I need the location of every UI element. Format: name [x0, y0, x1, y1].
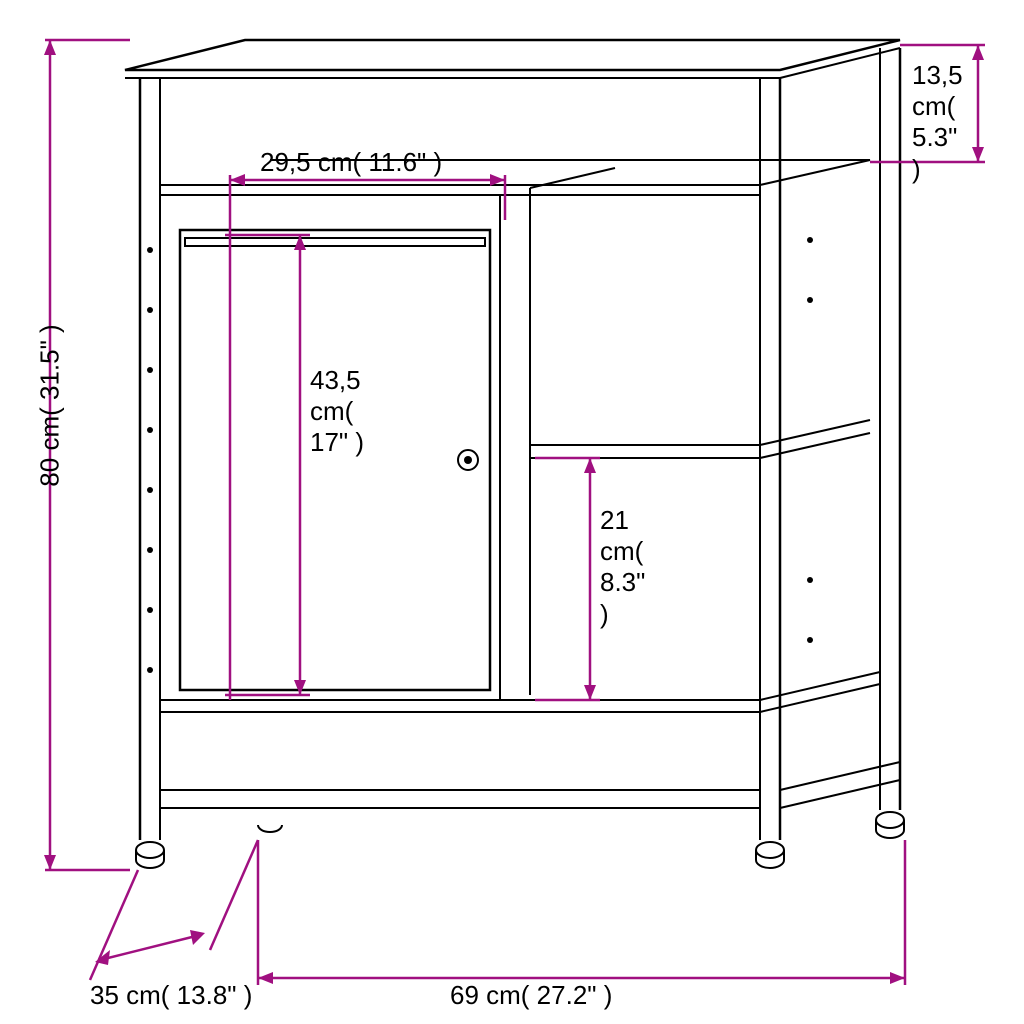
middle-shelf — [530, 420, 870, 445]
label-door-width: 29,5 cm( 11.6" ) — [260, 147, 442, 178]
top-surface — [125, 40, 900, 70]
label-shelf-height: 21cm(8.3") — [600, 505, 645, 630]
label-height: 80 cm( 31.5" ) — [35, 324, 66, 486]
foot-front-left — [136, 842, 164, 858]
furniture-diagram — [0, 0, 1024, 1024]
dim-depth — [100, 935, 200, 960]
label-door-height: 43,5cm(17" ) — [310, 365, 364, 459]
label-depth: 35 cm( 13.8" ) — [90, 980, 252, 1011]
foot-front-right — [756, 842, 784, 858]
label-top-shelf: 13,5cm(5.3") — [912, 60, 963, 185]
foot-back-right — [876, 812, 904, 828]
cabinet-door — [180, 230, 490, 690]
label-width: 69 cm( 27.2" ) — [450, 980, 612, 1011]
